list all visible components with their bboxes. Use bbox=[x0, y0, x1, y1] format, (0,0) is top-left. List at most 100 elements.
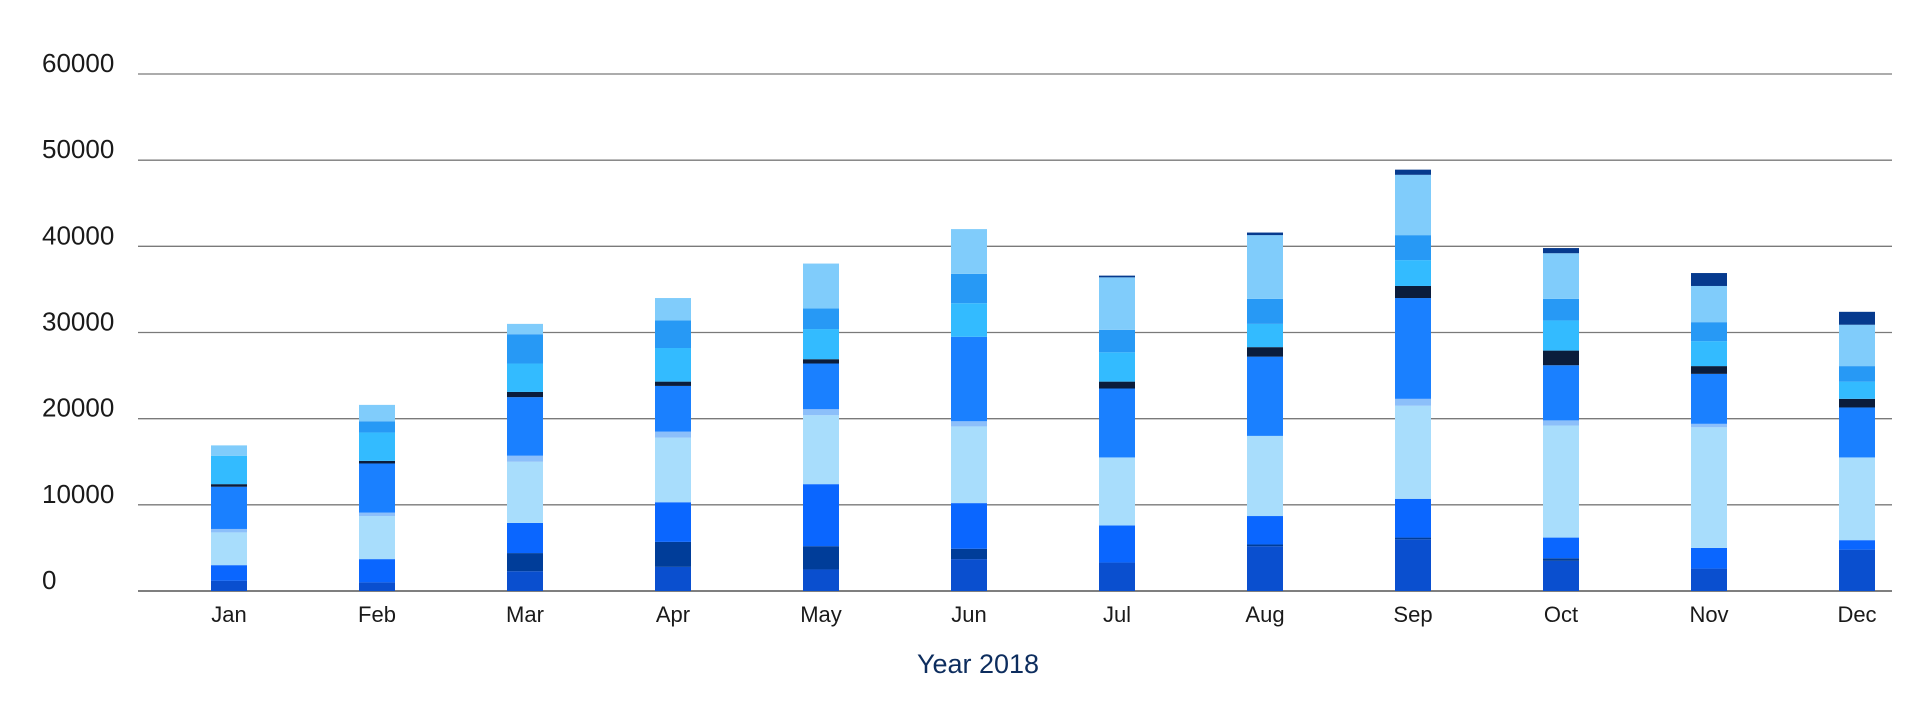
bar-segment bbox=[507, 391, 543, 398]
bar-segment bbox=[1543, 320, 1579, 351]
bar-segment bbox=[1247, 544, 1283, 547]
bar-segment bbox=[1691, 423, 1727, 428]
bar-segment bbox=[803, 546, 839, 570]
y-tick-label: 0 bbox=[42, 565, 56, 595]
bar-segment bbox=[1543, 420, 1579, 426]
bar-segment bbox=[1099, 562, 1135, 591]
x-tick-label: Feb bbox=[358, 602, 396, 627]
bar-segment bbox=[803, 569, 839, 591]
bar-segment bbox=[951, 303, 987, 337]
bar-segment bbox=[507, 397, 543, 456]
bar-segment bbox=[1691, 341, 1727, 367]
bar-segment bbox=[507, 553, 543, 572]
bar-segment bbox=[1691, 427, 1727, 548]
x-tick-label: Aug bbox=[1245, 602, 1284, 627]
bar-segment bbox=[507, 461, 543, 523]
bar-segment bbox=[211, 486, 247, 529]
bar-segment bbox=[1839, 540, 1875, 550]
bar-segment bbox=[1543, 248, 1579, 254]
bar-segment bbox=[951, 503, 987, 549]
bar-segment bbox=[951, 229, 987, 274]
bar-segment bbox=[1247, 435, 1283, 517]
bar-segment bbox=[1099, 329, 1135, 353]
bar-segment bbox=[1247, 323, 1283, 348]
bar-segment bbox=[1099, 457, 1135, 526]
bar-segment bbox=[359, 516, 395, 560]
bar-segment bbox=[359, 559, 395, 583]
bar-segment bbox=[655, 431, 691, 438]
bar-segment bbox=[1839, 457, 1875, 541]
bar-stack-apr bbox=[655, 298, 691, 591]
bar-segment bbox=[1247, 298, 1283, 324]
bar-segment bbox=[1395, 398, 1431, 406]
bar-segment bbox=[1395, 169, 1431, 175]
bar-segment bbox=[1247, 235, 1283, 299]
bar-segment bbox=[1839, 311, 1875, 325]
bar-segment bbox=[359, 421, 395, 433]
y-axis-ticks: 0 10000 20000 30000 40000 50000 60000 bbox=[42, 48, 114, 595]
bar-stack-jun bbox=[951, 229, 987, 591]
bar-segment bbox=[359, 463, 395, 513]
x-tick-label: Jun bbox=[951, 602, 986, 627]
bar-segment bbox=[655, 502, 691, 542]
bar-segment bbox=[1395, 174, 1431, 236]
bar-segment bbox=[1691, 568, 1727, 591]
x-tick-label: May bbox=[800, 602, 842, 627]
y-tick-label: 40000 bbox=[42, 220, 114, 250]
bar-segment bbox=[1543, 253, 1579, 299]
y-tick-label: 10000 bbox=[42, 479, 114, 509]
x-tick-label: Apr bbox=[656, 602, 690, 627]
bar-stack-aug bbox=[1247, 232, 1283, 591]
bar-segment bbox=[1395, 405, 1431, 499]
bar-segment bbox=[1099, 352, 1135, 382]
bar-segment bbox=[359, 512, 395, 517]
bar-segment bbox=[1395, 260, 1431, 286]
bar-segment bbox=[1543, 298, 1579, 321]
bar-segment bbox=[803, 415, 839, 485]
bar-segment bbox=[211, 528, 247, 533]
bar-segment bbox=[951, 426, 987, 504]
bar-segment bbox=[803, 308, 839, 330]
bar-segment bbox=[1395, 539, 1431, 591]
bar-segment bbox=[1099, 275, 1135, 278]
bar-segment bbox=[1099, 525, 1135, 563]
bar-segment bbox=[951, 548, 987, 560]
bar-segment bbox=[211, 532, 247, 566]
bar-segment bbox=[655, 541, 691, 567]
bar-segment bbox=[211, 565, 247, 581]
bar-segment bbox=[803, 409, 839, 416]
bar-segment bbox=[507, 455, 543, 462]
bar-segment bbox=[359, 582, 395, 591]
bar-segment bbox=[1543, 560, 1579, 591]
bar-segment bbox=[1247, 232, 1283, 236]
bar-segment bbox=[1247, 347, 1283, 357]
bar-segment bbox=[211, 455, 247, 485]
bar-segment bbox=[1247, 356, 1283, 436]
x-tick-label: Jan bbox=[211, 602, 246, 627]
bar-segment bbox=[1691, 322, 1727, 342]
bar-segment bbox=[655, 566, 691, 591]
bar-segment bbox=[507, 571, 543, 591]
bar-stack-oct bbox=[1543, 248, 1579, 591]
bar-segment bbox=[507, 363, 543, 392]
bar-segment bbox=[1839, 366, 1875, 382]
bar-segment bbox=[507, 323, 543, 335]
bar-segment bbox=[211, 445, 247, 456]
bar-segment bbox=[507, 522, 543, 554]
bar-segment bbox=[1543, 537, 1579, 559]
bar-stack-jan bbox=[211, 445, 247, 591]
y-tick-label: 50000 bbox=[42, 134, 114, 164]
bar-stack-may bbox=[803, 263, 839, 591]
bar-segment bbox=[1247, 546, 1283, 591]
bar-segment bbox=[655, 298, 691, 321]
bar-segment bbox=[1543, 365, 1579, 421]
bar-segment bbox=[1395, 285, 1431, 299]
bar-segment bbox=[359, 404, 395, 422]
bar-segment bbox=[951, 336, 987, 422]
bar-segment bbox=[1839, 549, 1875, 591]
bar-segment bbox=[803, 263, 839, 309]
x-axis-label: Year 2018 bbox=[917, 649, 1039, 679]
bar-segment bbox=[655, 320, 691, 349]
bar-segment bbox=[1691, 285, 1727, 323]
